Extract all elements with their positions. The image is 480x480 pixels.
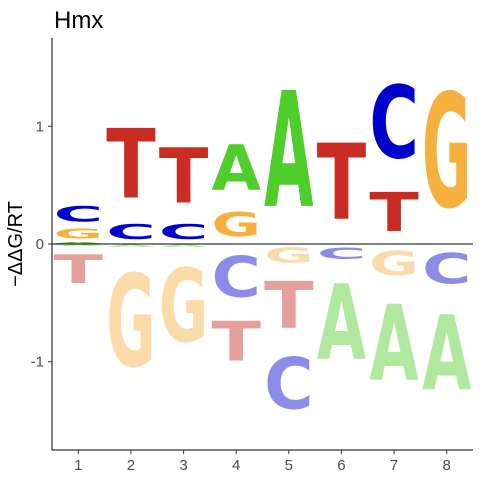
glyph-t: T bbox=[159, 133, 209, 221]
glyph-a: A bbox=[159, 244, 208, 248]
glyph-a: A bbox=[54, 242, 103, 244]
glyph-g: G bbox=[106, 249, 155, 396]
glyph-g: G bbox=[159, 248, 208, 366]
chart-title: Hmx bbox=[54, 7, 103, 34]
glyph-a: A bbox=[369, 285, 418, 406]
glyph-g: G bbox=[264, 244, 313, 268]
y-tick-label: -1 bbox=[31, 354, 44, 371]
glyph-g: G bbox=[422, 62, 471, 244]
glyph-t: T bbox=[211, 311, 261, 374]
glyph-a: A bbox=[264, 59, 314, 244]
glyph-c: C bbox=[211, 244, 260, 310]
glyph-g: G bbox=[211, 206, 260, 244]
glyph-t: T bbox=[317, 122, 366, 244]
glyph-t: T bbox=[264, 268, 314, 343]
x-axis: 1 2 3 4 5 6 7 8 bbox=[52, 449, 473, 474]
y-tick-label: 0 bbox=[36, 236, 44, 253]
glyph-g: G bbox=[369, 245, 418, 283]
y-tick-label: 1 bbox=[36, 118, 44, 135]
y-axis-label: −ΔΔG/RT bbox=[5, 201, 27, 287]
x-tick-label: 5 bbox=[285, 457, 293, 474]
glyph-a: A bbox=[106, 244, 155, 248]
glyph-a: A bbox=[317, 264, 367, 384]
glyph-g: G bbox=[54, 227, 103, 242]
x-tick-label: 6 bbox=[337, 457, 345, 474]
glyph-c: C bbox=[159, 221, 208, 244]
x-tick-label: 1 bbox=[74, 457, 82, 474]
glyph-t: T bbox=[106, 110, 156, 222]
glyph-c: C bbox=[369, 66, 418, 182]
glyph-a: A bbox=[211, 132, 261, 205]
x-tick-label: 3 bbox=[179, 457, 187, 474]
glyph-a: A bbox=[422, 295, 471, 414]
glyph-c: C bbox=[422, 245, 471, 294]
x-tick-label: 7 bbox=[390, 457, 398, 474]
glyph-c: C bbox=[106, 221, 155, 244]
x-tick-label: 2 bbox=[127, 457, 135, 474]
glyph-t: T bbox=[54, 247, 104, 293]
x-tick-label: 4 bbox=[232, 457, 240, 474]
glyph-c: C bbox=[264, 344, 313, 426]
y-axis: -1 0 1 bbox=[31, 38, 53, 450]
glyph-c: C bbox=[54, 202, 103, 227]
x-tick-label: 8 bbox=[443, 457, 451, 474]
glyph-a: A bbox=[54, 244, 103, 246]
glyph-t: T bbox=[369, 183, 419, 245]
glyph-c: C bbox=[317, 244, 366, 263]
